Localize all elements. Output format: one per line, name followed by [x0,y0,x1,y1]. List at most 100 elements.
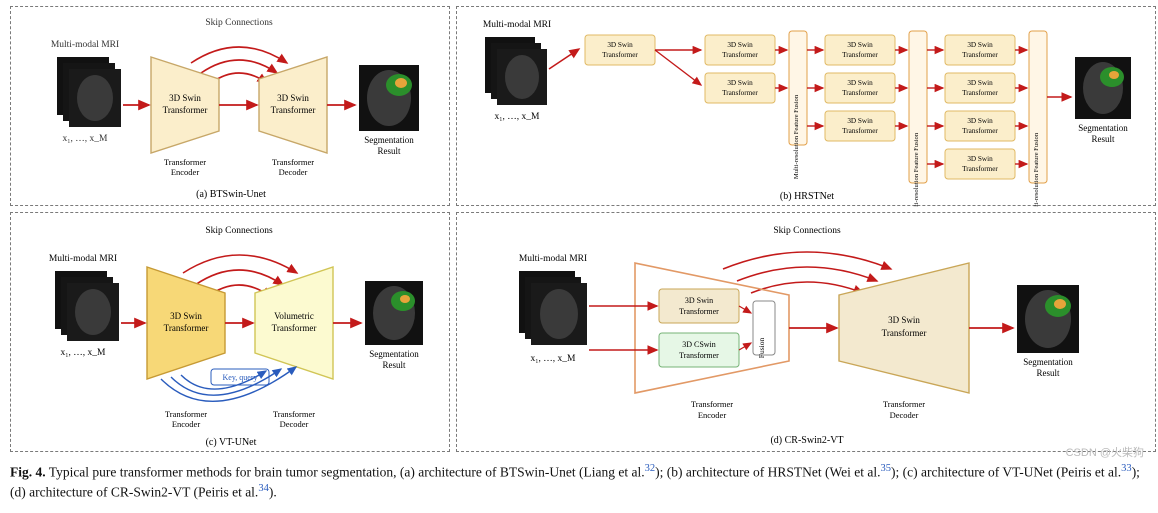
mri-x-d: x₁, …, x_M [530,354,576,364]
svg-text:3D Swin: 3D Swin [607,41,633,49]
seg-result-b-icon [1075,57,1131,119]
panel-d: Skip Connections Multi-modal MRI x₁, …, … [456,212,1156,452]
svg-text:Encoder: Encoder [698,410,726,420]
svg-text:3D Swin: 3D Swin [170,311,202,321]
fusion-1-label: Multi-resolution Feature Fusion [793,94,800,179]
svg-text:Transformer: Transformer [164,323,209,333]
svg-text:3D Swin: 3D Swin [967,155,993,163]
mri-x-c: x₁, …, x_M [60,348,106,358]
enc-t1: 3D Swin [169,93,201,103]
seg-l1: Segmentation [364,135,414,145]
skip-label: Skip Connections [205,18,273,28]
svg-text:Transformer: Transformer [722,89,758,97]
svg-text:Transformer: Transformer [273,409,315,419]
enc-cap-2: Encoder [171,167,199,177]
mri-stack-b-icon [485,37,547,105]
svg-text:Transformer: Transformer [679,351,719,360]
enc-cswin-box [659,333,739,367]
fusion-2-label: Multi-resolution Feature Fusion [913,132,920,207]
svg-text:Transformer: Transformer [679,307,719,316]
svg-text:3D Swin: 3D Swin [967,41,993,49]
svg-text:Transformer: Transformer [842,51,878,59]
cap-p2: ); (c) architecture of VT-UNet (Peiris e… [891,465,1121,480]
b-col4: 3D Swin Transformer 3D Swin Transformer 3D… [945,35,1015,179]
caption-label: Fig. 4. [10,465,46,480]
svg-text:Result: Result [1036,368,1060,378]
svg-text:Transformer: Transformer [962,51,998,59]
kq-label: Key, query [222,373,257,382]
ref-35[interactable]: 35 [880,463,891,474]
dec-cap-2: Decoder [279,167,308,177]
svg-text:Decoder: Decoder [280,419,309,429]
mri-x-b: x₁, …, x_M [494,112,540,122]
svg-text:Transformer: Transformer [882,328,927,338]
svg-text:Transformer: Transformer [842,127,878,135]
mri-label-b: Multi-modal MRI [483,20,551,30]
ref-33[interactable]: 33 [1121,463,1132,474]
svg-text:3D Swin: 3D Swin [847,79,873,87]
svg-text:3D Swin: 3D Swin [727,79,753,87]
svg-text:Result: Result [382,360,406,370]
svg-text:3D Swin: 3D Swin [967,117,993,125]
b-col2: 3D Swin Transformer 3D Swin Transformer [705,35,775,103]
panel-c: Skip Connections Multi-modal MRI x₁, …, … [10,212,450,452]
ref-34[interactable]: 34 [258,483,269,494]
panel-a-sub: (a) BTSwin-Unet [196,189,266,200]
panel-a: Skip Connections Multi-modal MRI x₁, …, … [10,6,450,206]
svg-text:Transformer: Transformer [602,51,638,59]
svg-text:3D Swin: 3D Swin [685,296,713,305]
cap-p0: (a) architecture of BTSwin-Unet (Liang e… [400,465,645,480]
dec-cap-1: Transformer [272,157,314,167]
enc-swin-box [659,289,739,323]
enc-t2: Transformer [163,105,208,115]
ref-32[interactable]: 32 [645,463,656,474]
svg-text:3D Swin: 3D Swin [967,79,993,87]
caption-lead: Typical pure transformer methods for bra… [49,465,400,480]
dec-t1: 3D Swin [277,93,309,103]
svg-text:Transformer: Transformer [691,399,733,409]
seg-result-icon [359,65,419,131]
svg-text:Transformer: Transformer [883,399,925,409]
svg-text:3D Swin: 3D Swin [888,315,920,325]
svg-text:3D Swin: 3D Swin [727,41,753,49]
fusion-d-label: Fusion [757,338,766,359]
skip-label-c: Skip Connections [205,226,273,236]
svg-text:3D Swin: 3D Swin [847,117,873,125]
cap-p4: ). [269,485,277,500]
watermark: CSDN @火柴狗 [1066,444,1144,460]
panel-d-sub: (d) CR-Swin2-VT [770,435,843,446]
svg-text:Transformer: Transformer [962,127,998,135]
svg-text:Segmentation: Segmentation [369,349,419,359]
mri-x: x₁, …, x_M [62,134,108,144]
mri-label-c: Multi-modal MRI [49,254,117,264]
dec-t2: Transformer [271,105,316,115]
svg-text:Transformer: Transformer [962,165,998,173]
b-col1: 3D Swin Transformer [585,35,655,65]
seg-b-l1: Segmentation [1078,123,1128,133]
svg-text:Segmentation: Segmentation [1023,357,1073,367]
figure-caption: Fig. 4. Typical pure transformer methods… [10,462,1148,503]
mri-stack-d-icon [519,271,587,345]
svg-text:Transformer: Transformer [962,89,998,97]
svg-text:3D Swin: 3D Swin [847,41,873,49]
enc-cap-1: Transformer [164,157,206,167]
skip-label-d: Skip Connections [773,226,841,236]
svg-text:Volumetric: Volumetric [274,311,314,321]
svg-text:Transformer: Transformer [165,409,207,419]
svg-text:Transformer: Transformer [842,89,878,97]
fusion-3-label: Multi-resolution Feature Fusion [1033,132,1040,207]
b-col3: 3D Swin Transformer 3D Swin Transformer 3D… [825,35,895,141]
mri-stack-icon [57,57,121,127]
mri-stack-c-icon [55,271,119,341]
svg-text:Decoder: Decoder [890,410,919,420]
seg-result-d-icon [1017,285,1079,353]
seg-l2: Result [377,146,401,156]
svg-text:Encoder: Encoder [172,419,200,429]
svg-text:3D CSwin: 3D CSwin [682,340,716,349]
panel-b-sub: (b) HRSTNet [780,191,834,202]
panel-c-sub: (c) VT-UNet [206,437,257,448]
svg-text:Transformer: Transformer [722,51,758,59]
seg-b-l2: Result [1091,134,1115,144]
mri-label: Multi-modal MRI [51,40,119,50]
seg-result-c-icon [365,281,423,345]
